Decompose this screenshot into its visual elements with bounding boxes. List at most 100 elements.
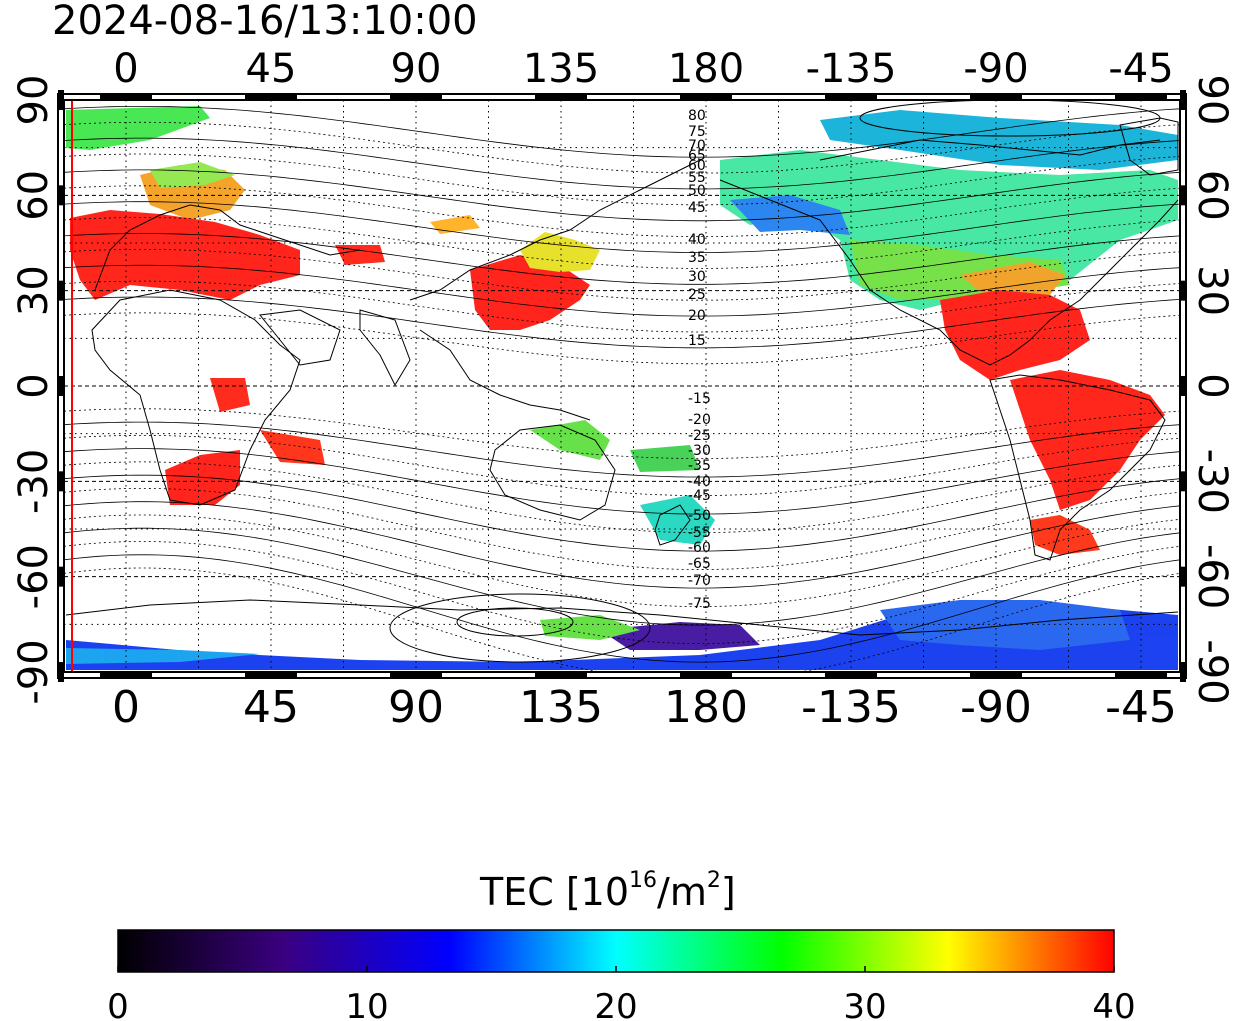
lat-tick-label-left: -90 (11, 639, 57, 704)
contour-label: 60 (688, 158, 706, 174)
tec-patch-japan-north (520, 232, 600, 272)
axis-labels-right: 90 60 30 0 -30 -60 -90 (1180, 75, 1235, 705)
contour-label: -55 (688, 525, 711, 541)
contour-label: 15 (688, 333, 706, 349)
frame-bar-top (1115, 94, 1167, 100)
geomagnetic-contour (64, 280, 1180, 333)
coastlines (65, 117, 1179, 636)
frame-bar-left (58, 471, 64, 492)
lat-tick-label-left: 60 (11, 170, 57, 221)
lat-tick-label-left: -60 (11, 544, 57, 609)
contour-label: 40 (688, 232, 706, 248)
geomagnetic-contour (64, 514, 1180, 608)
contour-label: -65 (688, 556, 711, 572)
geomagnetic-contour (64, 153, 1180, 206)
coast-greenland (1119, 117, 1179, 176)
colorbar: TEC [1016/m2] 0 10 20 30 40 (107, 868, 1135, 1021)
geomagnetic-contour (64, 448, 1180, 515)
frame-bar-top (970, 94, 1022, 100)
axis-labels-bottom: 0 45 90 135 180 -135 -90 -45 (100, 672, 1177, 733)
frame-bar-left (58, 90, 64, 110)
frame-bar-bottom (245, 672, 297, 678)
contour-label: 80 (688, 108, 706, 124)
tec-patch-ross-sea (600, 622, 760, 650)
colorbar-tick-label: 10 (345, 987, 388, 1021)
frame-bar-top (825, 94, 877, 100)
lon-tick-label-top: 180 (668, 46, 744, 92)
frame-bar-bottom (970, 672, 1022, 678)
tec-patch-canada-arctic (820, 110, 1178, 170)
coast-arabia (259, 309, 341, 366)
lon-tick-label-bottom: -135 (801, 682, 901, 733)
lon-tick-label-top: 45 (246, 46, 297, 92)
frame-bar-top (680, 94, 732, 100)
lat-tick-label-left: -30 (11, 449, 57, 514)
geomagnetic-contour (64, 217, 1180, 269)
colorbar-tick-label: 0 (107, 987, 129, 1021)
coast-india (359, 309, 411, 387)
frame-bar-left (58, 376, 64, 396)
geomagnetic-contour (64, 121, 1180, 174)
frame-bar-top (245, 94, 297, 100)
lon-tick-label-bottom: 45 (243, 682, 299, 733)
coast-arctic-canada (819, 139, 1161, 161)
frame-bar-right (1180, 566, 1186, 587)
colorbar-label: TEC [1016/m2] (479, 868, 736, 914)
lon-tick-label-top: -90 (963, 46, 1028, 92)
lon-tick-label-top: 90 (391, 46, 442, 92)
tec-patch-south-america (1010, 370, 1165, 510)
lon-tick-label-bottom: -90 (960, 682, 1032, 733)
tec-patch-patagonia (1030, 515, 1100, 555)
lat-tick-label-right: 90 (1189, 75, 1235, 126)
contour-label: 30 (688, 269, 706, 285)
geomagnetic-contour (64, 296, 1180, 349)
tec-patch-new-zealand (640, 495, 715, 545)
tec-patch-scandinavia-north (150, 162, 235, 188)
geomagnetic-contour (64, 169, 1180, 222)
frame-bar-right (1180, 90, 1186, 110)
geomagnetic-pole-contour (456, 607, 574, 637)
lon-tick-label-bottom: 135 (519, 682, 603, 733)
colorbar-tick-label: 40 (1092, 987, 1135, 1021)
lat-tick-label-right: -30 (1189, 449, 1235, 514)
contour-label: -70 (688, 573, 711, 589)
geomagnetic-contour (64, 474, 1180, 552)
frame-bar-bottom (825, 672, 877, 678)
geomagnetic-contour (64, 137, 1180, 190)
geomagnetic-contour (64, 233, 1180, 285)
axis-labels-top: 0 45 90 135 180 -135 -90 -45 (100, 46, 1174, 100)
colorbar-gradient (117, 929, 1115, 973)
geomagnetic-contour (64, 201, 1180, 253)
lon-tick-label-bottom: 90 (388, 682, 444, 733)
map-timestamp: 2024-08-16/13:10:00 (52, 0, 478, 44)
geomagnetic-contour (64, 501, 1180, 589)
geomagnetic-contour (64, 106, 1180, 158)
frame-bar-right (1180, 471, 1186, 492)
tec-patch-siberia (430, 215, 480, 234)
lon-tick-label-top: -135 (806, 46, 897, 92)
tec-patch-ross-sea-green (540, 615, 640, 640)
lat-tick-label-right: -90 (1189, 639, 1235, 704)
tec-patch-east-asia (470, 255, 590, 330)
frame-bar-top (535, 94, 587, 100)
coast-north-america (719, 179, 1179, 366)
frame-bar-top (100, 94, 152, 100)
geomagnetic-contour (64, 249, 1180, 301)
geomagnetic-contour (64, 488, 1180, 571)
lon-tick-label-top: 0 (113, 46, 138, 92)
tec-patch-antarctica-light (66, 648, 260, 664)
lon-tick-label-top: -45 (1108, 46, 1173, 92)
contour-label: 45 (688, 200, 706, 216)
contour-label: -20 (688, 412, 711, 428)
frame-bar-bottom (680, 672, 732, 678)
frame-bar-bottom (1115, 672, 1167, 678)
lat-tick-label-left: 30 (11, 265, 57, 316)
lat-tick-label-left: 90 (11, 75, 57, 126)
tec-patch-madagascar (260, 430, 325, 465)
contour-label: 65 (688, 148, 706, 164)
contour-label: 50 (688, 183, 706, 199)
coast-europe (94, 204, 361, 291)
lon-tick-label-bottom: 0 (112, 682, 140, 733)
